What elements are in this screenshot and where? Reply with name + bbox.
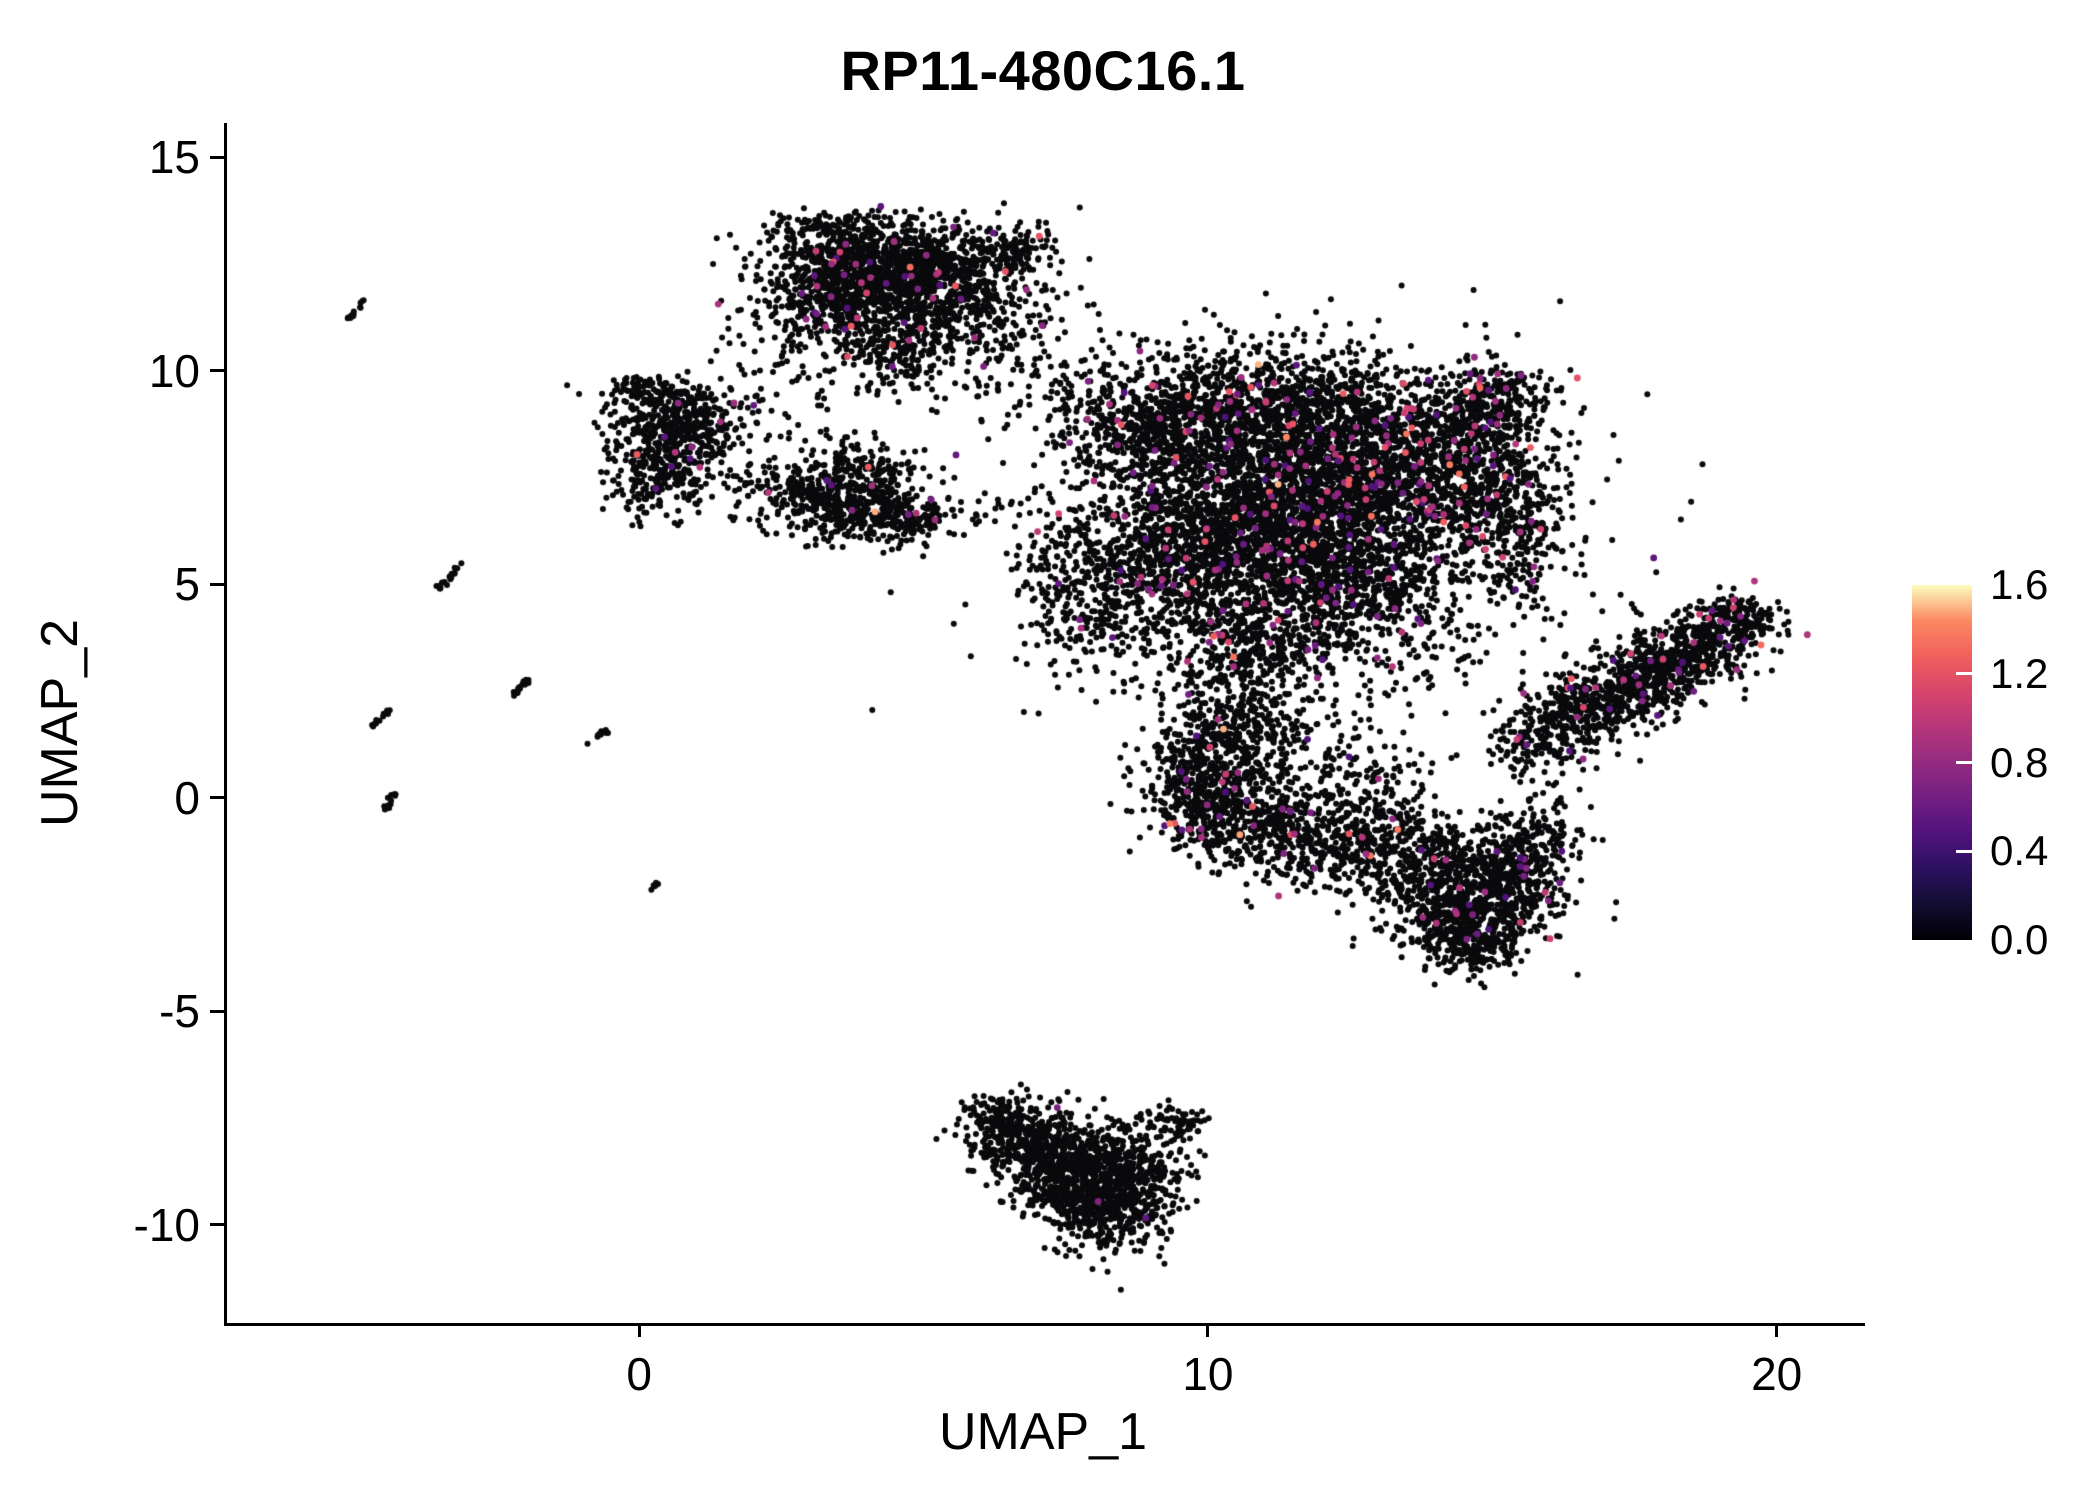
y-tick-label: -5	[159, 985, 200, 1038]
x-tick-mark	[1206, 1323, 1210, 1337]
x-tick-mark	[637, 1323, 641, 1337]
y-tick-mark	[210, 582, 224, 586]
x-tick-label: 20	[1751, 1348, 1803, 1400]
y-tick-mark	[210, 1223, 224, 1227]
y-tick-label: 10	[148, 344, 200, 397]
y-tick-mark	[210, 155, 224, 159]
colorbar-tick-mark	[1956, 761, 1972, 764]
colorbar-tick-label: 1.2	[1990, 649, 2049, 697]
colorbar-tick-label: 0.0	[1990, 916, 2049, 963]
colorbar-tick-label: 0.8	[1990, 738, 2049, 786]
y-axis-title: UMAP_2	[31, 618, 89, 828]
x-tick-label: 0	[626, 1348, 652, 1400]
x-axis-title: UMAP_1	[938, 1403, 1148, 1461]
y-tick-mark	[210, 369, 224, 373]
colorbar-tick-mark	[1956, 849, 1972, 853]
colorbar-tick-mark	[1956, 672, 1972, 676]
chart-title: RP11-480C16.1	[840, 39, 1246, 102]
colorbar-tick-label: 1.6	[1990, 561, 2049, 608]
y-tick-mark	[210, 796, 224, 800]
y-tick-label: -10	[133, 1198, 200, 1251]
y-tick-label: 0	[174, 771, 200, 824]
x-tick-mark	[1775, 1323, 1779, 1337]
y-tick-label: 5	[174, 558, 200, 611]
x-tick-label: 10	[1182, 1348, 1234, 1400]
plot-area	[224, 123, 1865, 1326]
umap-canvas	[227, 123, 1865, 1323]
colorbar-tick-label: 0.4	[1990, 827, 2049, 875]
y-tick-label: 15	[148, 131, 200, 184]
y-tick-mark	[210, 1009, 224, 1013]
